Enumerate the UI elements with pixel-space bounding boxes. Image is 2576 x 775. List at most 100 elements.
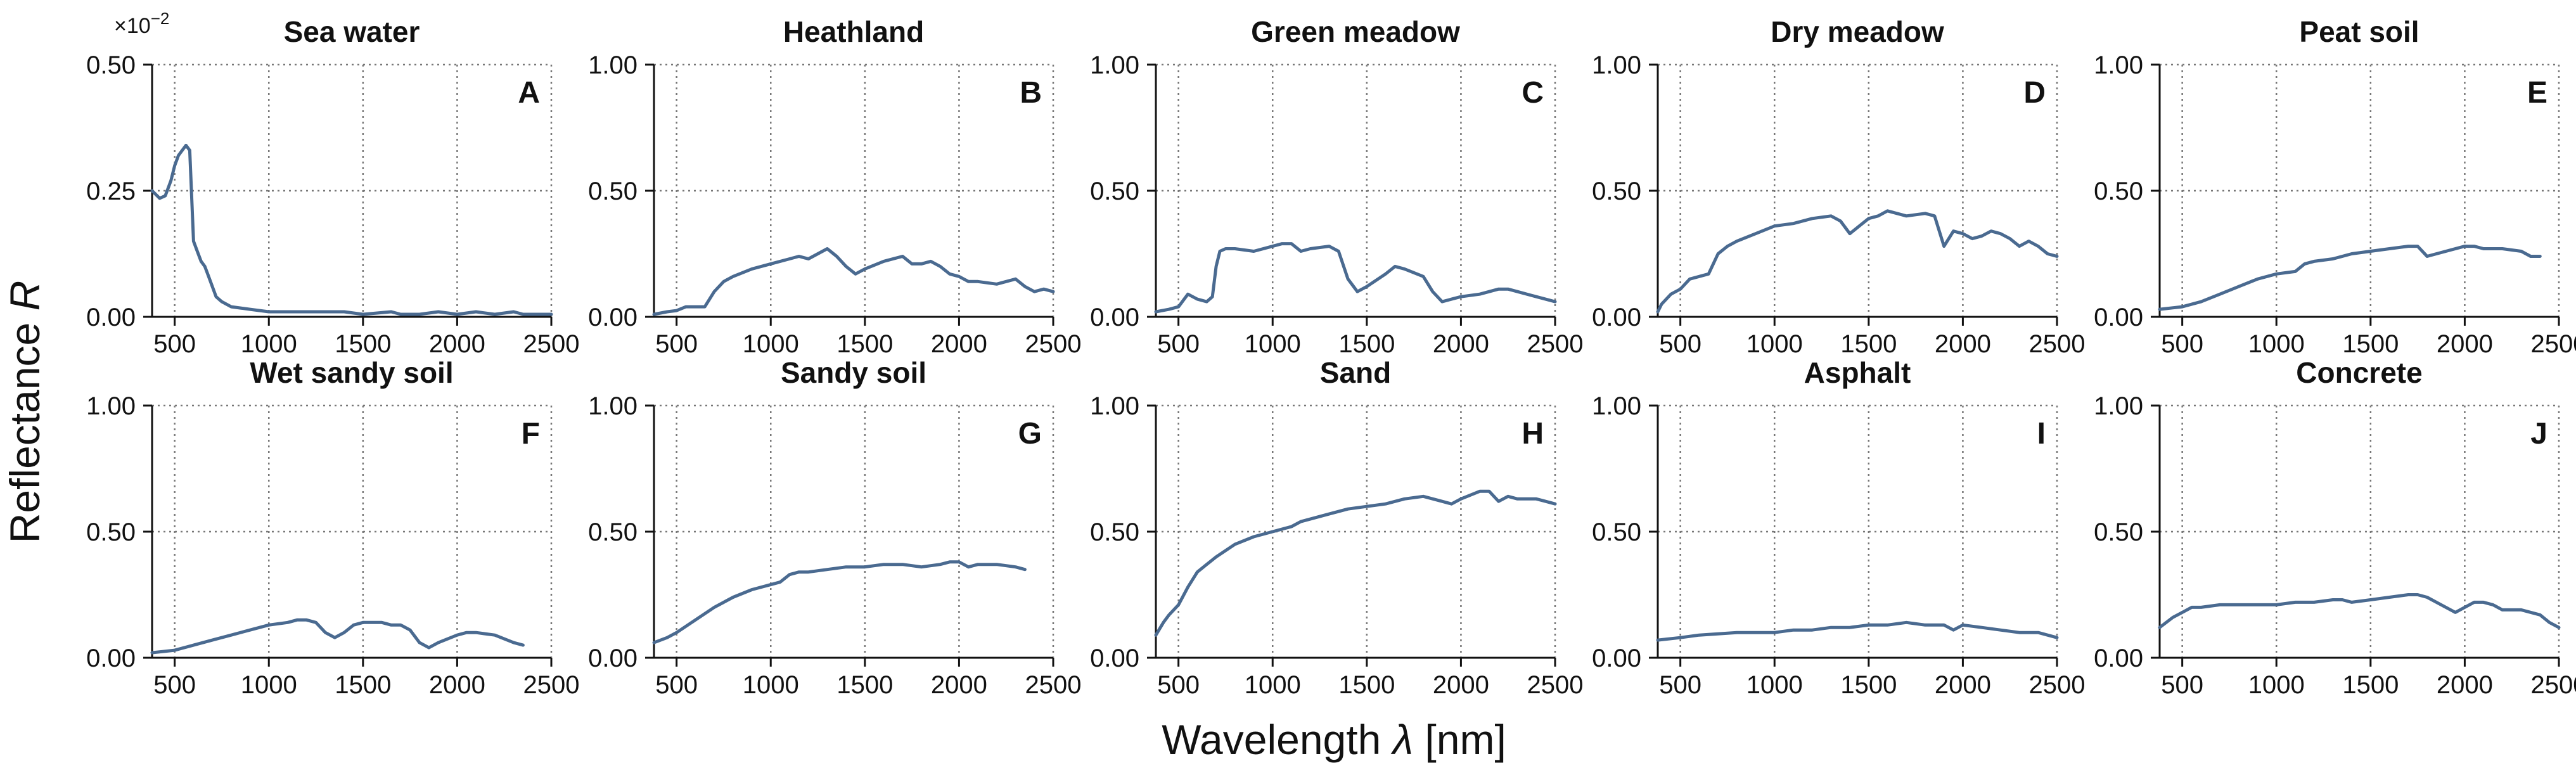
x-tick-label: 500	[1659, 330, 1701, 358]
series-line-b	[652, 247, 1055, 316]
x-tick-label: 2500	[523, 671, 580, 699]
y-tick-label: 1.00	[588, 51, 638, 79]
panel-letter: F	[522, 417, 540, 451]
x-tick-label: 2000	[2437, 671, 2493, 699]
panel-a: 500 1000 1500 2000 2500 0.00 0.25 0.50 Sea water…	[86, 9, 579, 358]
y-tick-label: 1.00	[1090, 51, 1139, 79]
x-tick-label: 2500	[1025, 671, 1082, 699]
panel-letter: E	[2527, 76, 2547, 110]
panel-title: Concrete	[2296, 356, 2422, 389]
x-tick-label: 1000	[743, 330, 799, 358]
series-line-d	[1656, 209, 2059, 314]
panel-letter: C	[1522, 76, 1544, 110]
x-tick-label: 1000	[2248, 330, 2305, 358]
panel-title: Peat soil	[2299, 15, 2419, 48]
y-tick-label: 0.00	[1592, 644, 1641, 672]
panel-title: Dry meadow	[1771, 15, 1944, 48]
x-tick-label: 2500	[2029, 330, 2086, 358]
panel-letter: H	[1522, 417, 1544, 451]
y-tick-label: 0.00	[1090, 304, 1139, 331]
x-tick-label: 1500	[2342, 671, 2399, 699]
y-tick-label: 1.00	[1592, 392, 1641, 420]
x-tick-label: 1000	[241, 330, 297, 358]
panel-title: Sand	[1320, 356, 1391, 389]
y-axis-label: Reflectance R	[1, 281, 48, 544]
y-tick-label: 0.00	[86, 644, 136, 672]
x-tick-label: 2500	[523, 330, 580, 358]
series-line-a	[150, 143, 553, 316]
x-tick-label: 500	[1157, 671, 1200, 699]
panel-title: Heathland	[783, 15, 924, 48]
panel-i: 500 1000 1500 2000 2500 0.00 0.50 1.00 Asphalt I	[1592, 356, 2085, 699]
x-tick-label: 500	[655, 330, 698, 358]
x-tick-label: 2500	[2029, 671, 2086, 699]
y-tick-label: 0.00	[588, 304, 638, 331]
panel-f: 500 1000 1500 2000 2500 0.00 0.50 1.00 Wet sandy…	[86, 356, 579, 699]
y-axis-multiplier: ×10−2	[114, 9, 169, 38]
y-tick-label: 0.00	[588, 644, 638, 672]
y-tick-label: 0.50	[86, 518, 136, 546]
y-tick-label: 0.50	[2094, 177, 2143, 205]
x-tick-label: 2000	[931, 671, 987, 699]
y-tick-label: 0.00	[1592, 304, 1641, 331]
x-tick-label: 1000	[743, 671, 799, 699]
x-tick-label: 2000	[1433, 671, 1489, 699]
y-tick-label: 0.50	[1592, 177, 1641, 205]
x-tick-label: 500	[655, 671, 698, 699]
x-tick-label: 1000	[1245, 330, 1301, 358]
y-tick-label: 1.00	[1592, 51, 1641, 79]
x-tick-label: 2000	[1935, 330, 1991, 358]
series-line-c	[1154, 242, 1557, 314]
panel-b: 500 1000 1500 2000 2500 0.00 0.50 1.00 Heathland…	[588, 15, 1081, 358]
series-line-f	[150, 618, 525, 655]
x-tick-label: 2500	[1527, 671, 1584, 699]
x-tick-label: 500	[153, 330, 196, 358]
panels-container: 500 1000 1500 2000 2500 0.00 0.25 0.50 Sea water…	[86, 9, 2576, 699]
y-tick-label: 0.00	[2094, 304, 2143, 331]
x-tick-label: 1500	[335, 330, 391, 358]
x-tick-label: 1500	[335, 671, 391, 699]
x-tick-label: 2500	[2531, 671, 2576, 699]
panel-title: Asphalt	[1804, 356, 1911, 389]
y-tick-label: 0.50	[2094, 518, 2143, 546]
y-tick-label: 0.50	[86, 51, 136, 79]
x-tick-label: 1000	[1746, 330, 1803, 358]
y-tick-label: 0.50	[588, 518, 638, 546]
y-tick-label: 0.00	[86, 304, 136, 331]
y-tick-label: 1.00	[1090, 392, 1139, 420]
y-tick-label: 0.50	[1592, 518, 1641, 546]
x-tick-label: 1500	[1338, 671, 1395, 699]
panel-letter: G	[1018, 417, 1042, 451]
x-axis-label: Wavelength λ [nm]	[1162, 716, 1506, 763]
x-tick-label: 500	[1659, 671, 1701, 699]
x-tick-label: 1500	[1338, 330, 1395, 358]
x-tick-label: 500	[153, 671, 196, 699]
series-line-e	[2158, 245, 2542, 311]
x-tick-label: 1500	[836, 671, 893, 699]
y-tick-label: 1.00	[2094, 51, 2143, 79]
y-tick-label: 0.50	[588, 177, 638, 205]
panel-letter: D	[2023, 76, 2046, 110]
series-line-j	[2158, 593, 2561, 629]
x-tick-label: 2000	[1433, 330, 1489, 358]
x-tick-label: 1500	[836, 330, 893, 358]
x-tick-label: 2000	[1935, 671, 1991, 699]
panel-j: 500 1000 1500 2000 2500 0.00 0.50 1.00 Concrete J	[2094, 356, 2576, 699]
x-tick-label: 2000	[2437, 330, 2493, 358]
x-tick-label: 1000	[1245, 671, 1301, 699]
panel-title: Sandy soil	[781, 356, 926, 389]
y-tick-label: 0.00	[2094, 644, 2143, 672]
y-tick-label: 0.50	[1090, 518, 1139, 546]
panel-c: 500 1000 1500 2000 2500 0.00 0.50 1.00 Green mea…	[1090, 15, 1583, 358]
y-tick-label: 1.00	[588, 392, 638, 420]
series-line-h	[1154, 489, 1557, 637]
panel-title: Sea water	[284, 15, 420, 48]
panel-letter: I	[2037, 417, 2046, 451]
panel-e: 500 1000 1500 2000 2500 0.00 0.50 1.00 Peat soil…	[2094, 15, 2576, 358]
x-tick-label: 2500	[1025, 330, 1082, 358]
x-tick-label: 1500	[1840, 671, 1897, 699]
series-line-i	[1656, 620, 2059, 642]
panel-title: Green meadow	[1251, 15, 1460, 48]
y-tick-label: 0.00	[1090, 644, 1139, 672]
